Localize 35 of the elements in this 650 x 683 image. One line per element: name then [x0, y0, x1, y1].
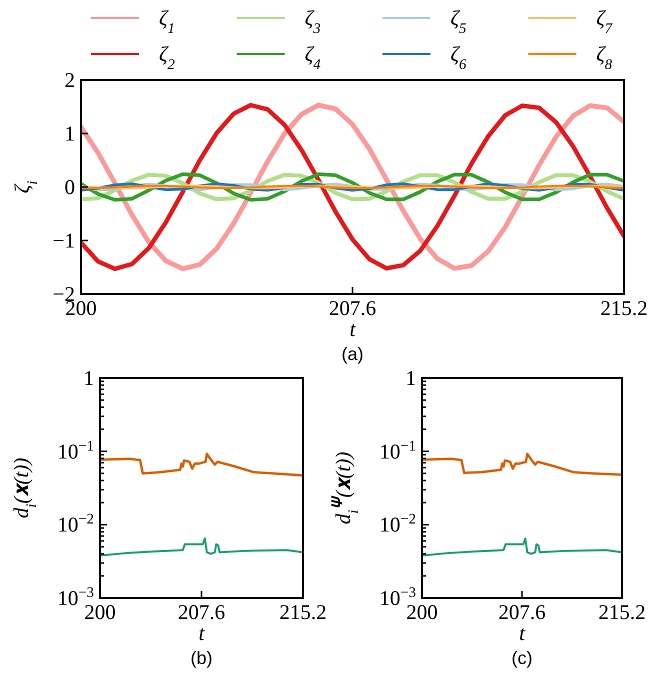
x-tick-label: 207.6 — [498, 600, 546, 624]
x-tick-label: 207.6 — [328, 296, 376, 320]
line-series — [81, 102, 624, 272]
legend-label: ζ$_{4}$ — [304, 42, 322, 73]
legend-label: ζ$_{1}$ — [159, 6, 175, 37]
y-tick-label: 0 — [64, 175, 75, 199]
legend-label: ζ$_{5}$ — [450, 6, 466, 37]
y-tick-label: 1 — [406, 366, 416, 390]
x-tick-label: 215.2 — [600, 296, 648, 320]
legend-label: ζ$_{8}$ — [596, 42, 613, 73]
line-series — [100, 537, 303, 556]
x-tick-label: 215.2 — [279, 600, 327, 624]
x-axis-title: t — [198, 621, 206, 645]
x-tick-label: 207.6 — [178, 600, 226, 624]
legend-label: ζ$_{7}$ — [596, 6, 613, 37]
y-tick-label: −1 — [52, 228, 75, 252]
text: (a) — [342, 344, 364, 364]
y-tick-label: 1 — [64, 122, 75, 146]
legend-label: ζ$_{6}$ — [450, 42, 468, 73]
y-tick-label: 10$^{−1}$ — [379, 438, 416, 464]
text: (c) — [512, 648, 532, 668]
x-tick-label: 215.2 — [598, 600, 646, 624]
text: (b) — [190, 648, 212, 668]
line-series — [100, 452, 303, 477]
x-axis-title: t — [350, 317, 357, 341]
line-series — [422, 537, 622, 556]
line-series — [422, 452, 622, 476]
y-tick-label: 1 — [84, 366, 94, 390]
x-axis-title: t — [519, 621, 526, 645]
y-tick-label: 10$^{−2}$ — [379, 512, 416, 537]
y-tick-label: 10$^{−1}$ — [57, 438, 94, 464]
legend-label: ζ$_{3}$ — [304, 6, 321, 37]
legend-label: ζ$_{2}$ — [159, 42, 176, 73]
y-tick-label: 10$^{−2}$ — [57, 512, 94, 537]
y-tick-label: 2 — [64, 68, 75, 92]
